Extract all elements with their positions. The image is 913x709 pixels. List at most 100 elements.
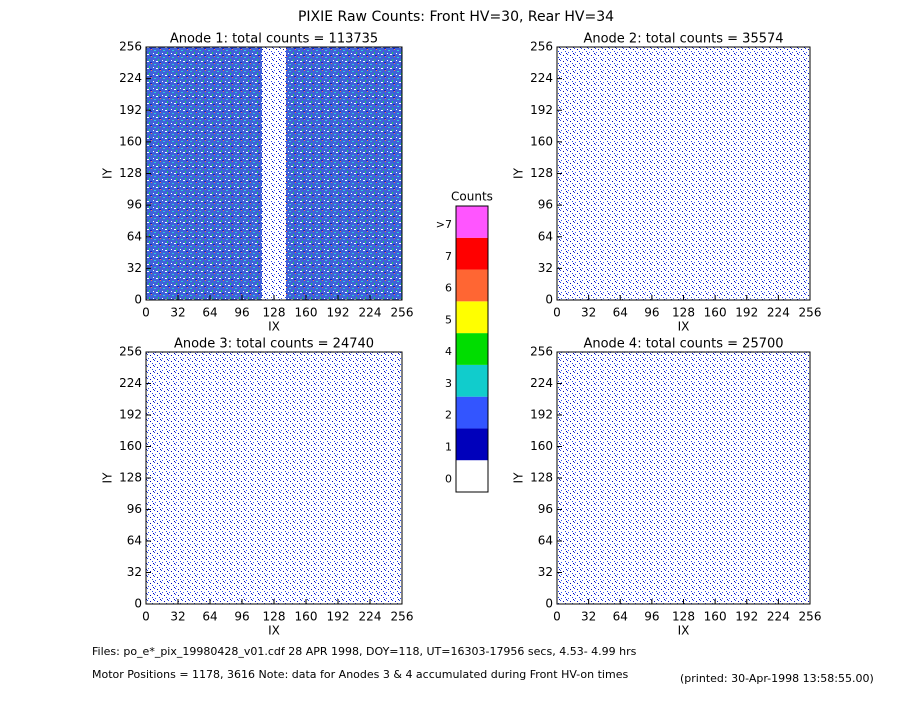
y-tick-label: 0 (545, 597, 553, 611)
y-tick-label: 192 (119, 103, 142, 117)
x-tick-label: 0 (553, 306, 561, 320)
x-tick-label: 96 (644, 610, 659, 624)
colorbar-label: 6 (445, 282, 452, 295)
y-tick-label: 32 (538, 261, 553, 275)
footer-printed: (printed: 30-Apr-1998 13:58:55.00) (680, 672, 874, 685)
y-tick-label: 128 (530, 471, 553, 485)
y-tick-label: 96 (538, 502, 553, 516)
x-tick-label: 32 (581, 306, 596, 320)
colorbar-label: 5 (445, 313, 452, 326)
x-tick-label: 224 (767, 306, 790, 320)
colorbar-swatch (456, 269, 488, 302)
heatmap-gap (671, 47, 696, 300)
y-tick-label: 0 (134, 597, 142, 611)
y-tick-label: 160 (530, 134, 553, 148)
colorbar-title: Counts (451, 190, 493, 204)
y-tick-label: 128 (119, 166, 142, 180)
heatmap-gap (262, 47, 286, 300)
x-axis-label: IX (268, 320, 280, 334)
x-tick-label: 192 (327, 610, 350, 624)
page-title: PIXIE Raw Counts: Front HV=30, Rear HV=3… (298, 9, 614, 25)
y-tick-label: 96 (127, 502, 142, 516)
colorbar-swatch (456, 333, 488, 365)
x-tick-label: 160 (295, 306, 318, 320)
colorbar-frame (455, 205, 489, 493)
y-tick-label: 192 (530, 103, 553, 117)
x-tick-label: 128 (263, 610, 286, 624)
x-tick-label: 0 (142, 610, 150, 624)
colorbar-swatch (456, 206, 488, 238)
y-axis-label: IY (512, 472, 526, 484)
panel-title: Anode 3: total counts = 24740 (174, 337, 374, 352)
y-tick-label: 224 (119, 71, 142, 85)
x-tick-label: 32 (581, 610, 596, 624)
heatmap-image (557, 352, 810, 604)
x-tick-label: 256 (391, 306, 414, 320)
x-axis-label: IX (678, 320, 690, 334)
y-tick-label: 64 (538, 229, 553, 243)
colorbar-label: 2 (445, 409, 452, 422)
x-tick-label: 96 (234, 610, 249, 624)
x-tick-label: 64 (202, 306, 217, 320)
colorbar-swatch (456, 237, 488, 270)
y-tick-label: 160 (530, 439, 553, 453)
x-tick-label: 0 (553, 610, 561, 624)
y-tick-label: 256 (119, 345, 142, 359)
x-tick-label: 160 (704, 610, 727, 624)
colorbar-swatch (456, 460, 488, 492)
footer-files: Files: po_e*_pix_19980428_v01.cdf 28 APR… (92, 645, 637, 658)
colorbar-swatch (456, 364, 488, 397)
y-axis-label: IY (512, 167, 526, 179)
y-axis-label: IY (101, 472, 115, 484)
y-tick-label: 64 (538, 534, 553, 548)
x-axis-label: IX (678, 624, 690, 638)
footer-motor: Motor Positions = 1178, 3616 Note: data … (92, 668, 628, 681)
y-tick-label: 192 (119, 408, 142, 422)
x-tick-label: 256 (799, 306, 822, 320)
y-tick-label: 128 (530, 166, 553, 180)
x-tick-label: 96 (234, 306, 249, 320)
x-tick-label: 160 (295, 610, 318, 624)
colorbar-label: 4 (445, 345, 452, 358)
y-tick-label: 32 (127, 565, 142, 579)
x-tick-label: 128 (263, 306, 286, 320)
colorbar-swatch (456, 301, 488, 334)
y-tick-label: 224 (119, 376, 142, 390)
y-axis-label: IY (101, 167, 115, 179)
x-tick-label: 256 (391, 610, 414, 624)
y-tick-label: 96 (127, 198, 142, 212)
x-tick-label: 0 (142, 306, 150, 320)
x-axis-label: IX (268, 624, 280, 638)
colorbar-swatch (456, 396, 488, 429)
colorbar-label: 3 (445, 377, 452, 390)
y-tick-label: 32 (538, 565, 553, 579)
x-tick-label: 64 (613, 306, 628, 320)
x-tick-label: 192 (735, 306, 758, 320)
x-tick-label: 32 (170, 306, 185, 320)
y-tick-label: 0 (134, 293, 142, 307)
y-tick-label: 0 (545, 293, 553, 307)
x-tick-label: 224 (767, 610, 790, 624)
y-tick-label: 160 (119, 134, 142, 148)
x-tick-label: 96 (644, 306, 659, 320)
x-tick-label: 64 (202, 610, 217, 624)
x-tick-label: 32 (170, 610, 185, 624)
x-tick-label: 160 (704, 306, 727, 320)
x-tick-label: 192 (327, 306, 350, 320)
x-tick-label: 224 (359, 306, 382, 320)
panel-title: Anode 4: total counts = 25700 (583, 337, 783, 352)
colorbar-label: 7 (445, 250, 452, 263)
colorbar-label: 0 (445, 472, 452, 485)
colorbar-swatch (456, 428, 488, 461)
y-tick-label: 224 (530, 71, 553, 85)
x-tick-label: 64 (613, 610, 628, 624)
x-tick-label: 128 (672, 610, 695, 624)
y-tick-label: 96 (538, 198, 553, 212)
y-tick-label: 32 (127, 261, 142, 275)
y-tick-label: 256 (530, 40, 553, 54)
x-tick-label: 256 (799, 610, 822, 624)
y-tick-label: 160 (119, 439, 142, 453)
y-tick-label: 256 (530, 345, 553, 359)
panel-title: Anode 2: total counts = 35574 (583, 32, 783, 47)
